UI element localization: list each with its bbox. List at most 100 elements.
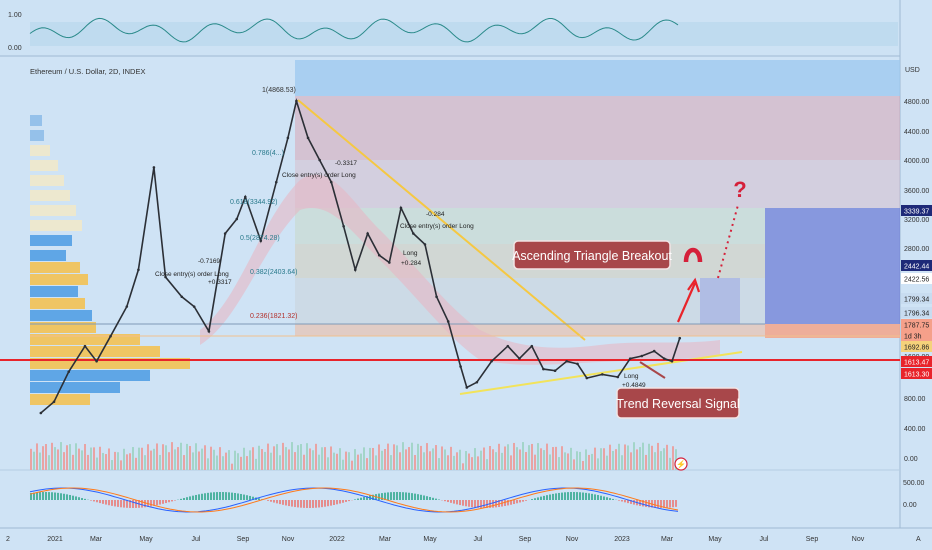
macd-histogram-bar xyxy=(666,500,668,508)
volume-bar xyxy=(639,447,641,470)
volume-bar xyxy=(291,442,293,470)
volume-bar xyxy=(63,452,65,470)
macd-histogram-bar xyxy=(423,495,425,500)
macd-histogram-bar xyxy=(597,495,599,500)
volume-bar xyxy=(45,444,47,470)
price-point xyxy=(137,268,140,272)
macd-histogram-bar xyxy=(45,492,47,500)
price-badge: 1787.75 xyxy=(904,323,929,330)
volume-bar xyxy=(240,456,242,470)
volume-profile-bar xyxy=(30,370,150,381)
volume-bar xyxy=(225,452,227,470)
volume-bar xyxy=(309,448,311,470)
macd-histogram-bar xyxy=(588,493,590,500)
alert-badge[interactable]: ⚡ xyxy=(674,457,688,471)
macd-histogram-bar xyxy=(630,500,632,504)
macd-histogram-bar xyxy=(606,497,608,500)
volume-bar xyxy=(342,459,344,470)
volume-bar xyxy=(510,455,512,470)
macd-histogram-bar xyxy=(519,500,521,503)
macd-histogram-bar xyxy=(303,500,305,508)
macd-histogram-bar xyxy=(156,500,158,506)
volume-bar xyxy=(630,452,632,470)
volume-bar xyxy=(465,451,467,470)
macd-histogram-bar xyxy=(609,498,611,500)
volume-profile xyxy=(30,115,190,405)
price-point xyxy=(446,320,450,323)
macd-histogram-bar xyxy=(231,492,233,500)
fib-label-05: 0.5(2874.28) xyxy=(240,235,280,242)
macd-histogram-bar xyxy=(354,499,356,500)
volume-profile-bar xyxy=(30,175,64,186)
volume-bars xyxy=(30,442,677,470)
volume-bar xyxy=(183,455,185,470)
target-zone-inner xyxy=(700,278,740,324)
breakout-callout[interactable]: Ascending Triangle Breakout xyxy=(512,240,672,270)
volume-bar xyxy=(537,443,539,470)
volume-bar xyxy=(336,453,338,470)
price-point xyxy=(353,268,357,272)
volume-bar xyxy=(117,452,119,470)
macd-histogram-bar xyxy=(654,500,656,508)
time-axis-left-marker: 2 xyxy=(6,536,10,543)
macd-histogram-bar xyxy=(498,500,500,507)
volume-bar xyxy=(246,456,248,470)
macd-histogram-bar xyxy=(474,500,476,508)
volume-bar xyxy=(72,454,74,470)
price-point xyxy=(125,305,129,308)
macd-histogram-bar xyxy=(603,496,605,500)
reversal-callout[interactable]: Trend Reversal Signal xyxy=(616,387,740,419)
time-axis-label: Jul xyxy=(760,536,769,543)
price-point xyxy=(342,224,345,228)
macd-histogram-bar xyxy=(573,492,575,500)
currency-label: USD xyxy=(905,67,920,74)
volume-bar xyxy=(84,444,86,470)
macd-histogram-bar xyxy=(207,492,209,500)
volume-bar xyxy=(105,454,107,470)
magnet-icon xyxy=(683,247,703,263)
macd-histogram-bar xyxy=(339,500,341,504)
price-point xyxy=(388,261,391,264)
macd-histogram-bar xyxy=(663,500,665,508)
macd-histogram-bar xyxy=(591,493,593,500)
macd-histogram-bar xyxy=(408,492,410,500)
price-point xyxy=(192,305,196,308)
volume-bar xyxy=(489,446,491,470)
time-axis-label: Jul xyxy=(474,536,483,543)
macd-histogram-bar xyxy=(444,500,446,502)
macd-histogram-bar xyxy=(78,497,80,500)
macd-histogram-bar xyxy=(81,498,83,500)
volume-bar xyxy=(141,447,143,470)
macd-histogram-bar xyxy=(66,494,68,500)
volume-bar xyxy=(663,448,665,470)
macd-histogram-bar xyxy=(426,496,428,500)
macd-histogram-bar xyxy=(381,493,383,500)
volume-bar xyxy=(453,455,455,470)
macd-histogram-bar xyxy=(525,500,527,501)
price-badge-bg xyxy=(901,205,932,216)
time-axis[interactable]: 2021 Mar May Jul Sep Nov 2022 Mar May Jul Sep Nov 20… xyxy=(47,536,865,543)
macd-histogram-bar xyxy=(270,500,272,502)
macd-histogram-bar xyxy=(531,499,533,500)
volume-bar xyxy=(153,448,155,470)
volume-bar xyxy=(210,446,212,470)
volume-bar xyxy=(594,447,596,470)
macd-histogram-bar xyxy=(312,500,314,508)
macd-histogram-bar xyxy=(240,493,242,500)
time-axis-label: Sep xyxy=(806,536,819,543)
time-axis-label: May xyxy=(139,536,153,543)
macd-histogram-bar xyxy=(114,500,116,507)
volume-bar xyxy=(48,455,50,470)
volume-bar xyxy=(36,443,38,470)
macd-histogram-bar xyxy=(543,495,545,500)
macd-histogram-bar xyxy=(126,500,128,508)
macd-histogram-bar xyxy=(513,500,515,505)
time-axis-label: 2023 xyxy=(614,536,630,543)
volume-bar xyxy=(147,444,149,470)
stop-zone xyxy=(765,324,900,338)
price-point xyxy=(329,180,333,184)
signal-line xyxy=(29,487,679,513)
price-point xyxy=(459,365,462,368)
breakout-callout-box xyxy=(513,240,671,270)
